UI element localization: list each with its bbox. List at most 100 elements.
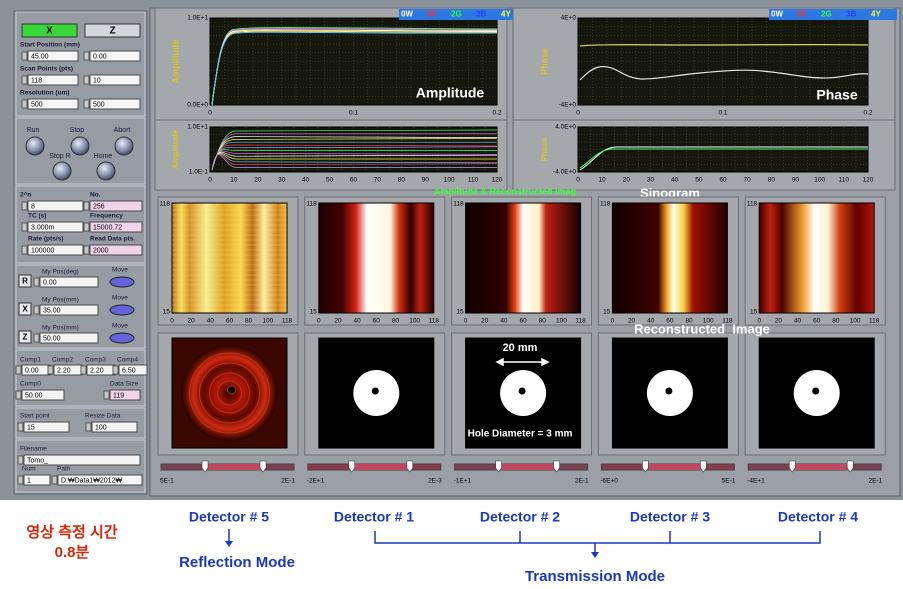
spinner[interactable] (85, 422, 92, 432)
input-field[interactable] (91, 421, 138, 433)
round-button[interactable] (70, 136, 90, 156)
input-field[interactable] (118, 364, 148, 376)
slider-thumb[interactable] (201, 460, 209, 473)
input-field[interactable] (23, 421, 70, 433)
spinner[interactable] (47, 365, 54, 375)
control-section (15, 439, 146, 493)
label: Comp2 (52, 357, 73, 364)
axis-button[interactable] (21, 23, 78, 38)
move-button[interactable] (109, 304, 135, 316)
spinner[interactable] (21, 245, 28, 255)
spinner[interactable] (80, 365, 87, 375)
signal-trace (211, 31, 498, 106)
signal-trace (211, 154, 497, 171)
input-field[interactable] (39, 304, 99, 316)
spinner[interactable] (21, 51, 28, 61)
label: Resize Data (85, 413, 121, 420)
field-value: 50.00 (43, 335, 61, 342)
spinner[interactable] (33, 333, 40, 343)
round-button[interactable] (96, 161, 116, 181)
slider-thumb[interactable] (846, 460, 854, 473)
slider-thumb[interactable] (788, 460, 796, 473)
slider-thumb[interactable] (495, 460, 502, 473)
y-tick-label: 118 (453, 201, 464, 208)
axis-select[interactable] (18, 302, 32, 316)
time-label: 영상 측정 시간 (26, 523, 117, 541)
input-field[interactable] (89, 98, 141, 110)
axis-select[interactable] (18, 330, 32, 344)
spinner[interactable] (83, 245, 90, 255)
spinner[interactable] (103, 390, 110, 400)
input-field[interactable] (27, 74, 79, 86)
input-field[interactable] (27, 221, 84, 233)
y-tick-label: -4E+0 (558, 102, 576, 109)
spinner[interactable] (83, 222, 90, 232)
spinner[interactable] (15, 365, 22, 375)
input-field[interactable] (27, 244, 84, 256)
input-field[interactable] (23, 454, 141, 466)
input-field[interactable] (57, 474, 143, 486)
round-button[interactable] (52, 161, 72, 181)
spinner[interactable] (33, 277, 40, 287)
round-button[interactable] (25, 136, 45, 156)
axis-select[interactable] (18, 274, 32, 288)
move-button[interactable] (109, 332, 135, 344)
spinner[interactable] (21, 201, 28, 211)
input-field[interactable] (109, 389, 141, 401)
input-field[interactable] (27, 200, 84, 212)
x-tick-label: 120 (492, 177, 503, 184)
input-field[interactable] (89, 74, 141, 86)
spinner[interactable] (83, 51, 90, 61)
x-tick-label: 60 (666, 318, 674, 325)
control-section (15, 349, 146, 407)
x-tick-label: 0.1 (718, 110, 727, 117)
y-tick-label: 15 (603, 309, 611, 316)
input-field[interactable] (89, 244, 143, 256)
spinner[interactable] (21, 99, 28, 109)
sinogram (465, 202, 582, 314)
slider-thumb[interactable] (348, 460, 356, 473)
control-section (15, 264, 146, 349)
slider-thumb[interactable] (259, 460, 267, 473)
x-tick-label: 100 (444, 177, 455, 184)
slider-thumb[interactable] (553, 460, 560, 473)
spinner[interactable] (15, 390, 22, 400)
round-button[interactable] (114, 136, 134, 156)
field-value: 0.00 (93, 53, 107, 60)
input-field[interactable] (89, 221, 143, 233)
spinner[interactable] (21, 75, 28, 85)
input-field[interactable] (27, 98, 79, 110)
axis-button[interactable] (84, 23, 141, 38)
spinner[interactable] (83, 75, 90, 85)
spinner[interactable] (83, 99, 90, 109)
spinner[interactable] (17, 475, 24, 485)
input-field[interactable] (89, 50, 141, 62)
input-field[interactable] (89, 200, 143, 212)
spinner[interactable] (33, 305, 40, 315)
x-tick-label: 20 (481, 318, 489, 325)
x-tick-label: 118 (722, 318, 733, 325)
field-value: 35.00 (43, 307, 61, 314)
field-value: 8 (31, 203, 35, 210)
field-value: 15 (27, 424, 35, 431)
input-field[interactable] (39, 332, 99, 344)
hole (227, 385, 236, 395)
spinner[interactable] (21, 222, 28, 232)
spinner[interactable] (112, 365, 119, 375)
x-tick-label: 40 (354, 318, 362, 325)
input-field[interactable] (23, 474, 51, 486)
spinner[interactable] (51, 475, 58, 485)
slider-thumb[interactable] (642, 460, 649, 473)
input-field[interactable] (21, 389, 65, 401)
spinner[interactable] (17, 455, 24, 465)
input-field[interactable] (39, 276, 99, 288)
slider-label: -6E+0 (600, 478, 618, 485)
slider-thumb[interactable] (406, 460, 414, 473)
detector-label: Detector # 1 (334, 509, 414, 525)
spinner[interactable] (17, 422, 24, 432)
input-field[interactable] (27, 50, 79, 62)
move-button[interactable] (109, 276, 135, 288)
slider-thumb[interactable] (700, 460, 707, 473)
x-tick-label: 118 (282, 318, 293, 325)
spinner[interactable] (83, 201, 90, 211)
